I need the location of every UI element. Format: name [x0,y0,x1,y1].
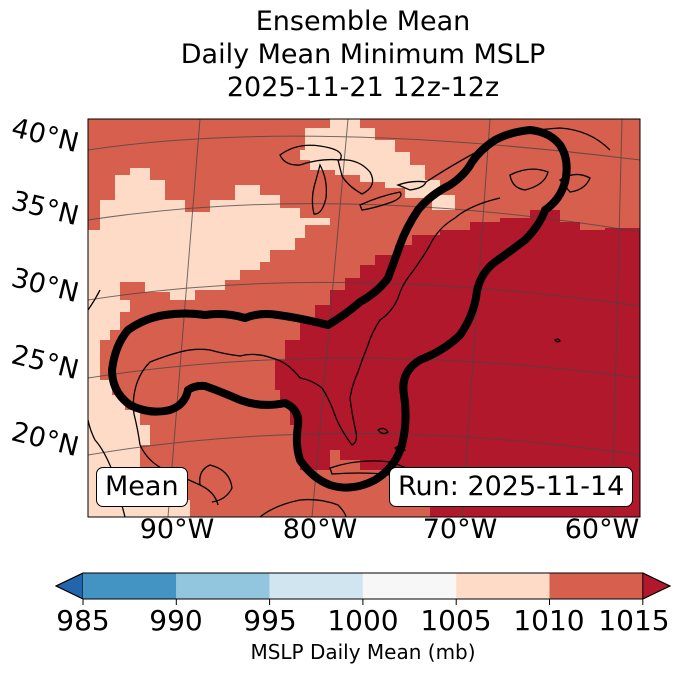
colorbar-tick-990: 990 [149,604,203,637]
run-date-box: Run: 2025-11-14 [389,467,634,507]
colorbar-segment-990 [176,573,270,599]
colorbar-tick-1015: 1015 [598,604,670,637]
colorbar-segment-1010 [549,573,643,599]
lon-label-80w: 80°W [282,514,358,545]
lon-label-90w: 90°W [139,514,215,545]
lake-erie [359,191,402,211]
colorbar-under-arrow [54,572,84,600]
mslp-field-1005-northeast [300,119,455,210]
mslp-contour-outline [108,126,571,492]
mean-label-box: Mean [96,467,188,507]
mslp-field-1005-west [88,168,330,360]
map-frame [87,118,641,518]
title-line-1: Ensemble Mean [255,6,471,37]
lake-ontario [396,180,427,191]
us-east-coast [299,197,501,446]
title-line-3: 2025-11-21 12z-12z [226,72,500,103]
lake-michigan [311,163,328,215]
colorbar-tick-1010: 1010 [513,604,585,637]
colorbar-segment-1000 [362,573,457,599]
colorbar [54,572,672,605]
colorbar-over-arrow [642,572,672,600]
colorbar-tick-1000: 1000 [327,604,399,637]
colorbar-segment-985 [83,573,177,599]
mslp-field-1015 [275,210,640,517]
map-area [88,119,640,517]
colorbar-segment-995 [269,573,363,599]
colorbar-tick-995: 995 [243,604,297,637]
colorbar-tick-1005: 1005 [420,604,492,637]
graticule [88,119,640,517]
lon-label-70w: 70°W [422,514,498,545]
colorbar-label: MSLP Daily Mean (mb) [250,640,476,664]
title-line-2: Daily Mean Minimum MSLP [180,39,546,70]
lon-label-60w: 60°W [564,514,640,545]
lake-huron [337,159,374,195]
colorbar-segment-1005 [456,573,550,599]
mslp-field-1015-south [300,430,330,470]
colorbar-tick-985: 985 [56,604,110,637]
